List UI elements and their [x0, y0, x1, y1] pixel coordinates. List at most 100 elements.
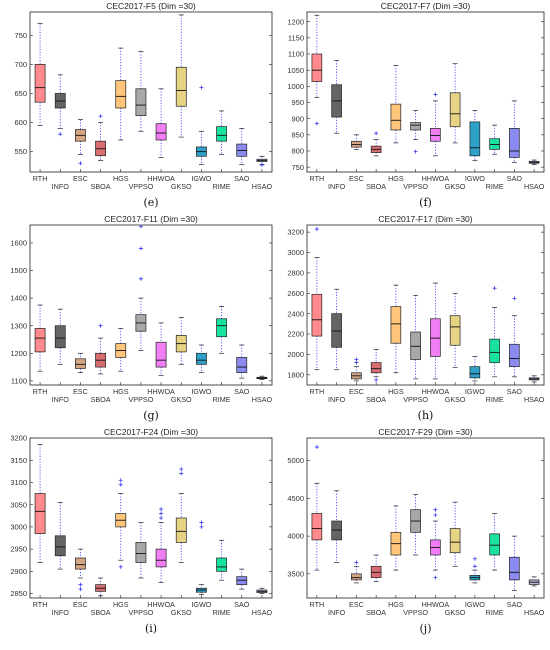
- y-tick-label: 1300: [10, 321, 27, 330]
- x-tick-label: HSAO: [252, 395, 273, 404]
- x-tick-label: SBOA: [91, 608, 111, 617]
- x-tick-label: RTH: [310, 600, 325, 609]
- plot-frame: [306, 11, 545, 173]
- box-body: [311, 513, 323, 541]
- box-rime: [489, 513, 500, 571]
- box-sao: [236, 128, 248, 165]
- outlier-point: [159, 511, 164, 516]
- x-tick-label: SBOA: [91, 395, 111, 404]
- box-hsao: [256, 587, 268, 594]
- box-rime: [216, 110, 227, 155]
- box-sao: [236, 568, 248, 590]
- y-tick-label: 2800: [287, 268, 304, 277]
- box-hgs: [115, 478, 127, 569]
- outlier-point: [314, 445, 319, 450]
- y-tick-label: 3050: [10, 500, 27, 509]
- x-tick-label: RIME: [213, 395, 231, 404]
- box-gkso: [175, 14, 187, 138]
- chart-title: CEC2017-F7 (Dim =30): [381, 1, 471, 11]
- x-tick-label: INFO: [52, 395, 70, 404]
- chart-panel-4: CEC2017-F17 (Dim =30) 1800 2000 2200 2400 260…: [287, 214, 544, 422]
- x-tick-label: SBOA: [366, 395, 386, 404]
- x-tick-label: SAO: [234, 387, 250, 396]
- x-tick-label: HSAO: [524, 608, 545, 617]
- y-tick-label: 4000: [287, 532, 304, 541]
- box-rth: [311, 227, 323, 371]
- outlier-point: [512, 296, 517, 301]
- box-vppso: [135, 522, 147, 579]
- x-tick-label: GKSO: [171, 395, 192, 404]
- box-body: [370, 362, 382, 374]
- x-tick-label: INFO: [328, 608, 346, 617]
- box-body: [216, 318, 227, 338]
- chart-panel-5: CEC2017-F24 (Dim =30) 2850 2900 2950 3000 305…: [10, 427, 272, 635]
- x-tick-label: RIME: [213, 608, 231, 617]
- outlier-point: [314, 121, 319, 126]
- box-gkso: [449, 63, 461, 144]
- panel-caption: (j): [420, 622, 432, 635]
- box-hhwoa: [430, 92, 441, 157]
- outlier-point: [433, 575, 438, 580]
- box-body: [216, 126, 227, 142]
- x-tick-label: GKSO: [445, 182, 466, 191]
- chart-panel-3: CEC2017-F11 (Dim =30) 1100 1200 1300 1400 150…: [10, 214, 272, 422]
- box-sboa: [95, 114, 106, 161]
- outlier-point: [199, 85, 204, 90]
- box-body: [54, 535, 66, 557]
- panel-caption: (e): [143, 196, 158, 209]
- box-rth: [311, 445, 323, 571]
- outlier-point: [138, 246, 143, 251]
- outlier-point: [159, 516, 164, 520]
- box-body: [489, 533, 500, 556]
- outlier-point: [492, 286, 497, 291]
- box-vppso: [410, 294, 421, 380]
- x-tick-label: RTH: [33, 387, 48, 396]
- box-body: [469, 121, 481, 157]
- box-body: [175, 66, 187, 107]
- y-tick-label: 1100: [11, 376, 27, 385]
- box-sao: [509, 100, 520, 163]
- y-tick-label: 1200: [287, 17, 304, 26]
- x-tick-label: HHWOA: [147, 387, 175, 396]
- x-tick-label: HHWOA: [147, 600, 175, 609]
- box-hhwoa: [155, 507, 167, 583]
- panel-caption: (h): [418, 409, 434, 422]
- x-tick-label: RTH: [33, 600, 48, 609]
- box-hsao: [528, 159, 540, 165]
- outlier-point: [472, 564, 477, 569]
- box-body: [34, 328, 46, 353]
- box-esc: [351, 134, 362, 150]
- y-tick-label: 2200: [287, 330, 304, 339]
- box-rime: [489, 286, 500, 378]
- y-tick-label: 3150: [10, 456, 27, 465]
- box-body: [351, 573, 362, 581]
- x-tick-label: HHWOA: [422, 387, 450, 396]
- x-tick-label: SBOA: [91, 182, 111, 191]
- y-tick-label: 3200: [10, 434, 27, 443]
- box-body: [449, 528, 461, 554]
- box-info: [331, 288, 342, 371]
- box-gkso: [175, 317, 187, 365]
- x-tick-label: INFO: [52, 608, 70, 617]
- box-esc: [75, 352, 86, 373]
- x-tick-label: VPPSO: [129, 608, 154, 617]
- outlier-point: [78, 582, 83, 587]
- x-tick-label: HGS: [113, 174, 129, 183]
- x-tick-label: HGS: [388, 600, 404, 609]
- box-rime: [216, 306, 227, 354]
- box-esc: [75, 119, 86, 166]
- box-body: [311, 53, 323, 82]
- outlier-point: [314, 227, 319, 232]
- box-igwo: [196, 344, 207, 373]
- box-body: [509, 556, 520, 581]
- box-body: [54, 325, 66, 349]
- x-tick-label: SBOA: [366, 608, 386, 617]
- outlier-point: [118, 482, 123, 487]
- box-hhwoa: [155, 88, 167, 158]
- x-tick-label: HHWOA: [147, 174, 175, 183]
- box-body: [410, 331, 421, 360]
- box-vppso: [135, 51, 147, 132]
- box-body: [155, 123, 167, 141]
- box-hsao: [528, 375, 540, 383]
- chart-title: CEC2017-F11 (Dim =30): [104, 214, 198, 224]
